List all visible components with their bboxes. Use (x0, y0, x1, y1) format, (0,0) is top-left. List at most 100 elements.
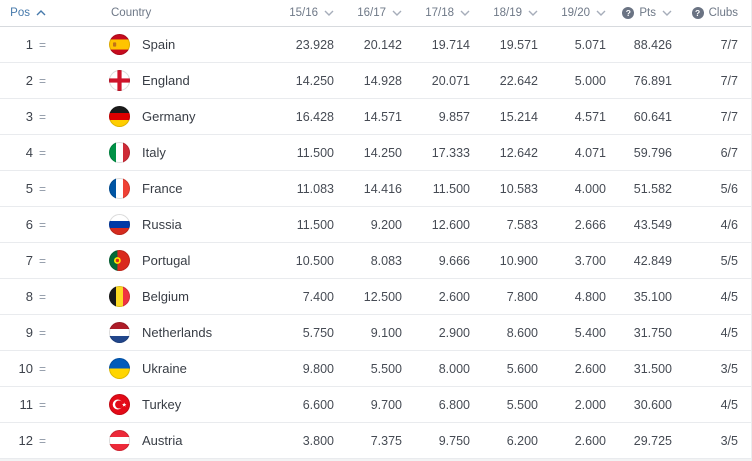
country-cell[interactable]: Ukraine (55, 358, 280, 379)
season-cell-17-18: 11.500 (432, 181, 470, 196)
country-cell[interactable]: France (55, 178, 280, 199)
season-cell-18-19: 7.583 (506, 217, 538, 232)
country-name: France (142, 181, 183, 196)
bottom-divider (0, 459, 751, 461)
table-row[interactable]: 6 = Russia 11.500 9.200 12.600 7.583 2.666 43… (0, 207, 751, 243)
season-cell-16-17: 20.142 (363, 37, 402, 52)
chevron-up-icon (36, 10, 46, 16)
clubs-cell: 5/6 (720, 181, 738, 196)
season-cell-15-16: 3.800 (302, 433, 334, 448)
country-cell[interactable]: Austria (55, 430, 280, 451)
country-cell[interactable]: Netherlands (55, 322, 280, 343)
turkey-flag-icon (109, 394, 130, 415)
season-cell-17-18: 6.800 (438, 397, 470, 412)
movement-indicator: = (38, 325, 46, 340)
table-row[interactable]: 2 = England 14.250 14.928 20.071 22.642 5.00… (0, 63, 751, 99)
clubs-cell: 7/7 (720, 109, 738, 124)
table-row[interactable]: 8 = Belgium 7.400 12.500 2.600 7.800 4.800 35… (0, 279, 751, 315)
col-header-s1718[interactable]: 17/18 (416, 7, 484, 19)
pts-cell: 43.549 (633, 217, 672, 232)
pos-cell: 10 = (0, 361, 55, 376)
col-header-label: Clubs (708, 7, 738, 19)
country-cell[interactable]: England (55, 70, 280, 91)
country-cell[interactable]: Belgium (55, 286, 280, 307)
position-value: 4 (25, 145, 33, 160)
austria-flag-icon (109, 430, 130, 451)
table-row[interactable]: 9 = Netherlands 5.750 9.100 2.900 8.600 5.40… (0, 315, 751, 351)
season-cell-19-20: 5.000 (574, 73, 606, 88)
pos-cell: 2 = (0, 73, 55, 88)
table-header: Pos Country 15/16 16/17 17/18 18/19 19/20? Pts?… (0, 0, 751, 27)
country-name: England (142, 73, 190, 88)
pos-cell: 5 = (0, 181, 55, 196)
table-row[interactable]: 1 = Spain 23.928 20.142 19.714 19.571 5.071 8… (0, 27, 751, 63)
col-header-label: Pos (10, 7, 30, 19)
col-header-country: Country (55, 7, 280, 19)
italy-flag-icon (109, 142, 130, 163)
country-cell[interactable]: Russia (55, 214, 280, 235)
table-row[interactable]: 11 = Turkey 6.600 9.700 6.800 5.500 2.000 30.… (0, 387, 751, 423)
france-flag-icon (109, 178, 130, 199)
table-body: 1 = Spain 23.928 20.142 19.714 19.571 5.071 8… (0, 27, 751, 459)
table-row[interactable]: 12 = Austria 3.800 7.375 9.750 6.200 2.600 29… (0, 423, 751, 459)
country-cell[interactable]: Turkey (55, 394, 280, 415)
pts-cell: 35.100 (633, 289, 672, 304)
season-cell-18-19: 5.500 (506, 397, 538, 412)
pos-cell: 6 = (0, 217, 55, 232)
country-cell[interactable]: Spain (55, 34, 280, 55)
pos-cell: 8 = (0, 289, 55, 304)
table-row[interactable]: 4 = Italy 11.500 14.250 17.333 12.642 4.071 5… (0, 135, 751, 171)
country-name: Austria (142, 433, 183, 448)
table-row[interactable]: 10 = Ukraine 9.800 5.500 8.000 5.600 2.600 31… (0, 351, 751, 387)
pts-cell: 51.582 (633, 181, 672, 196)
movement-indicator: = (38, 37, 46, 52)
info-icon[interactable]: ? (622, 7, 635, 19)
position-value: 6 (25, 217, 33, 232)
table-row[interactable]: 7 = Portugal 10.500 8.083 9.666 10.900 3.700… (0, 243, 751, 279)
season-cell-16-17: 9.700 (370, 397, 402, 412)
movement-indicator: = (38, 145, 46, 160)
country-cell[interactable]: Italy (55, 142, 280, 163)
season-cell-18-19: 8.600 (506, 325, 538, 340)
country-cell[interactable]: Germany (55, 106, 280, 127)
chevron-down-icon (460, 10, 470, 16)
col-header-s1819[interactable]: 18/19 (484, 7, 552, 19)
season-cell-19-20: 5.071 (574, 37, 606, 52)
season-cell-19-20: 4.800 (574, 289, 606, 304)
col-header-pts[interactable]: ? Pts (620, 7, 686, 19)
movement-indicator: = (38, 181, 46, 196)
season-cell-17-18: 12.600 (431, 217, 470, 232)
table-row[interactable]: 5 = France 11.083 14.416 11.500 10.583 4.000… (0, 171, 751, 207)
season-cell-17-18: 8.000 (438, 361, 470, 376)
season-cell-16-17: 8.083 (370, 253, 402, 268)
season-cell-18-19: 10.900 (499, 253, 538, 268)
country-cell[interactable]: Portugal (55, 250, 280, 271)
pts-cell: 42.849 (633, 253, 672, 268)
country-name: Netherlands (142, 325, 213, 340)
info-icon[interactable]: ? (691, 7, 704, 19)
season-cell-18-19: 19.571 (499, 37, 538, 52)
season-cell-15-16: 11.083 (296, 181, 334, 196)
position-value: 10 (18, 361, 33, 376)
position-value: 11 (19, 397, 33, 412)
col-header-label: 17/18 (425, 7, 454, 19)
country-name: Spain (142, 37, 176, 52)
clubs-cell: 4/5 (720, 325, 738, 340)
portugal-flag-icon (109, 250, 130, 271)
table-row[interactable]: 3 = Germany 16.428 14.571 9.857 15.214 4.571… (0, 99, 751, 135)
season-cell-16-17: 9.100 (370, 325, 402, 340)
season-cell-15-16: 11.500 (296, 217, 334, 232)
season-cell-19-20: 2.000 (574, 397, 606, 412)
col-header-s1617[interactable]: 16/17 (348, 7, 416, 19)
germany-flag-icon (109, 106, 130, 127)
col-header-s1516[interactable]: 15/16 (280, 7, 348, 19)
position-value: 7 (25, 253, 33, 268)
clubs-cell: 4/5 (720, 397, 738, 412)
col-header-clubs[interactable]: ? Clubs (686, 7, 751, 19)
col-header-s1920[interactable]: 19/20 (552, 7, 620, 19)
col-header-pos[interactable]: Pos (0, 7, 55, 19)
chevron-down-icon (596, 10, 606, 16)
season-cell-16-17: 14.571 (363, 109, 402, 124)
season-cell-18-19: 6.200 (506, 433, 538, 448)
movement-indicator: = (38, 433, 46, 448)
